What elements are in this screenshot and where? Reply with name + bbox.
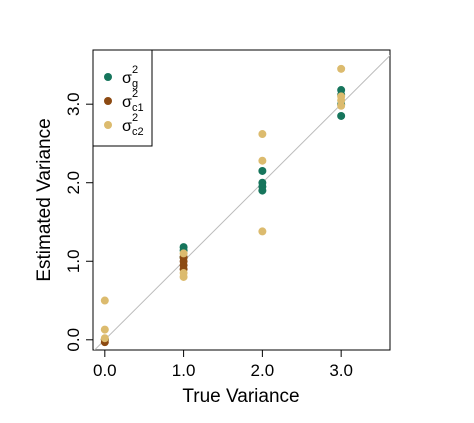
point (258, 156, 267, 165)
legend-sup: 2 (132, 64, 138, 76)
point (258, 130, 267, 139)
legend-marker (104, 97, 112, 105)
x-tick-label: 1.0 (172, 361, 196, 380)
legend-sup: 2 (132, 112, 138, 124)
point (337, 64, 346, 73)
y-tick-label: 0.0 (64, 328, 83, 352)
legend-sup: 2 (132, 88, 138, 100)
point (337, 96, 346, 105)
point (337, 101, 346, 110)
legend-sub: g (132, 78, 138, 90)
legend-label: σ (122, 70, 132, 87)
x-tick-label: 3.0 (329, 361, 353, 380)
x-tick-label: 2.0 (251, 361, 275, 380)
y-tick-label: 2.0 (64, 171, 83, 195)
point (100, 325, 109, 334)
legend-label: σ (122, 94, 132, 111)
x-tick-label: 0.0 (93, 361, 117, 380)
y-tick-label: 1.0 (64, 249, 83, 273)
plot-area (93, 54, 390, 350)
legend-sub: c1 (132, 102, 144, 114)
point (337, 111, 346, 120)
legend-sub: c2 (132, 126, 144, 138)
y-tick-label: 3.0 (64, 92, 83, 116)
legend-marker (104, 73, 112, 81)
legend-box (92, 49, 153, 147)
point (258, 166, 267, 175)
point (100, 296, 109, 305)
point (100, 334, 109, 343)
legend-marker (104, 121, 112, 129)
point (179, 272, 188, 281)
point (258, 186, 267, 195)
legend-label: σ (122, 118, 132, 135)
point (258, 227, 267, 236)
point (179, 249, 188, 258)
plot-frame (92, 49, 391, 351)
x-axis-title: True Variance (182, 386, 299, 407)
y-axis-title: Estimated Variance (34, 118, 55, 281)
